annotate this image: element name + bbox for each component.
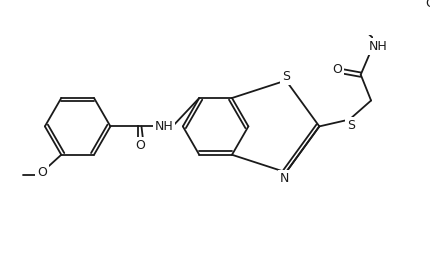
Text: O: O (332, 63, 342, 76)
Text: O: O (37, 166, 47, 179)
Text: NH: NH (154, 120, 173, 133)
Text: NH: NH (369, 40, 387, 53)
Text: S: S (347, 119, 355, 132)
Text: O: O (136, 139, 145, 152)
Text: N: N (280, 172, 289, 185)
Text: S: S (282, 70, 290, 83)
Text: O: O (426, 0, 430, 10)
